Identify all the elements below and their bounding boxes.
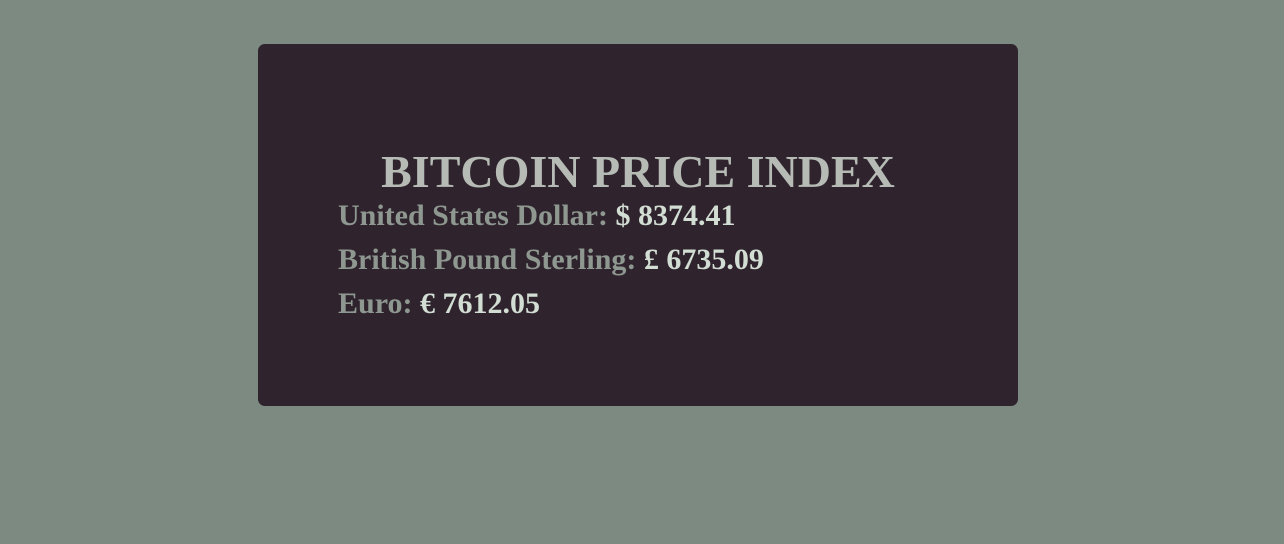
rate-gbp: British Pound Sterling: £ 6735.09 bbox=[338, 238, 764, 282]
rate-eur-symbol: € bbox=[419, 287, 435, 320]
rate-usd-value: 8374.41 bbox=[637, 199, 736, 232]
rate-eur-label: Euro: bbox=[338, 287, 413, 320]
rate-usd: United States Dollar: $ 8374.41 bbox=[338, 194, 764, 238]
rate-usd-label: United States Dollar: bbox=[338, 199, 608, 232]
rates-list: United States Dollar: $ 8374.41 British … bbox=[338, 194, 764, 326]
price-index-card: BITCOIN PRICE INDEX United States Dollar… bbox=[258, 44, 1018, 406]
rate-eur-value: 7612.05 bbox=[442, 287, 540, 320]
rate-gbp-symbol: £ bbox=[643, 243, 659, 276]
rate-gbp-label: British Pound Sterling: bbox=[338, 243, 637, 276]
rate-eur: Euro: € 7612.05 bbox=[338, 282, 764, 326]
page-title: BITCOIN PRICE INDEX bbox=[381, 146, 895, 197]
rate-gbp-value: 6735.09 bbox=[666, 243, 764, 276]
rate-usd-symbol: $ bbox=[615, 199, 631, 232]
